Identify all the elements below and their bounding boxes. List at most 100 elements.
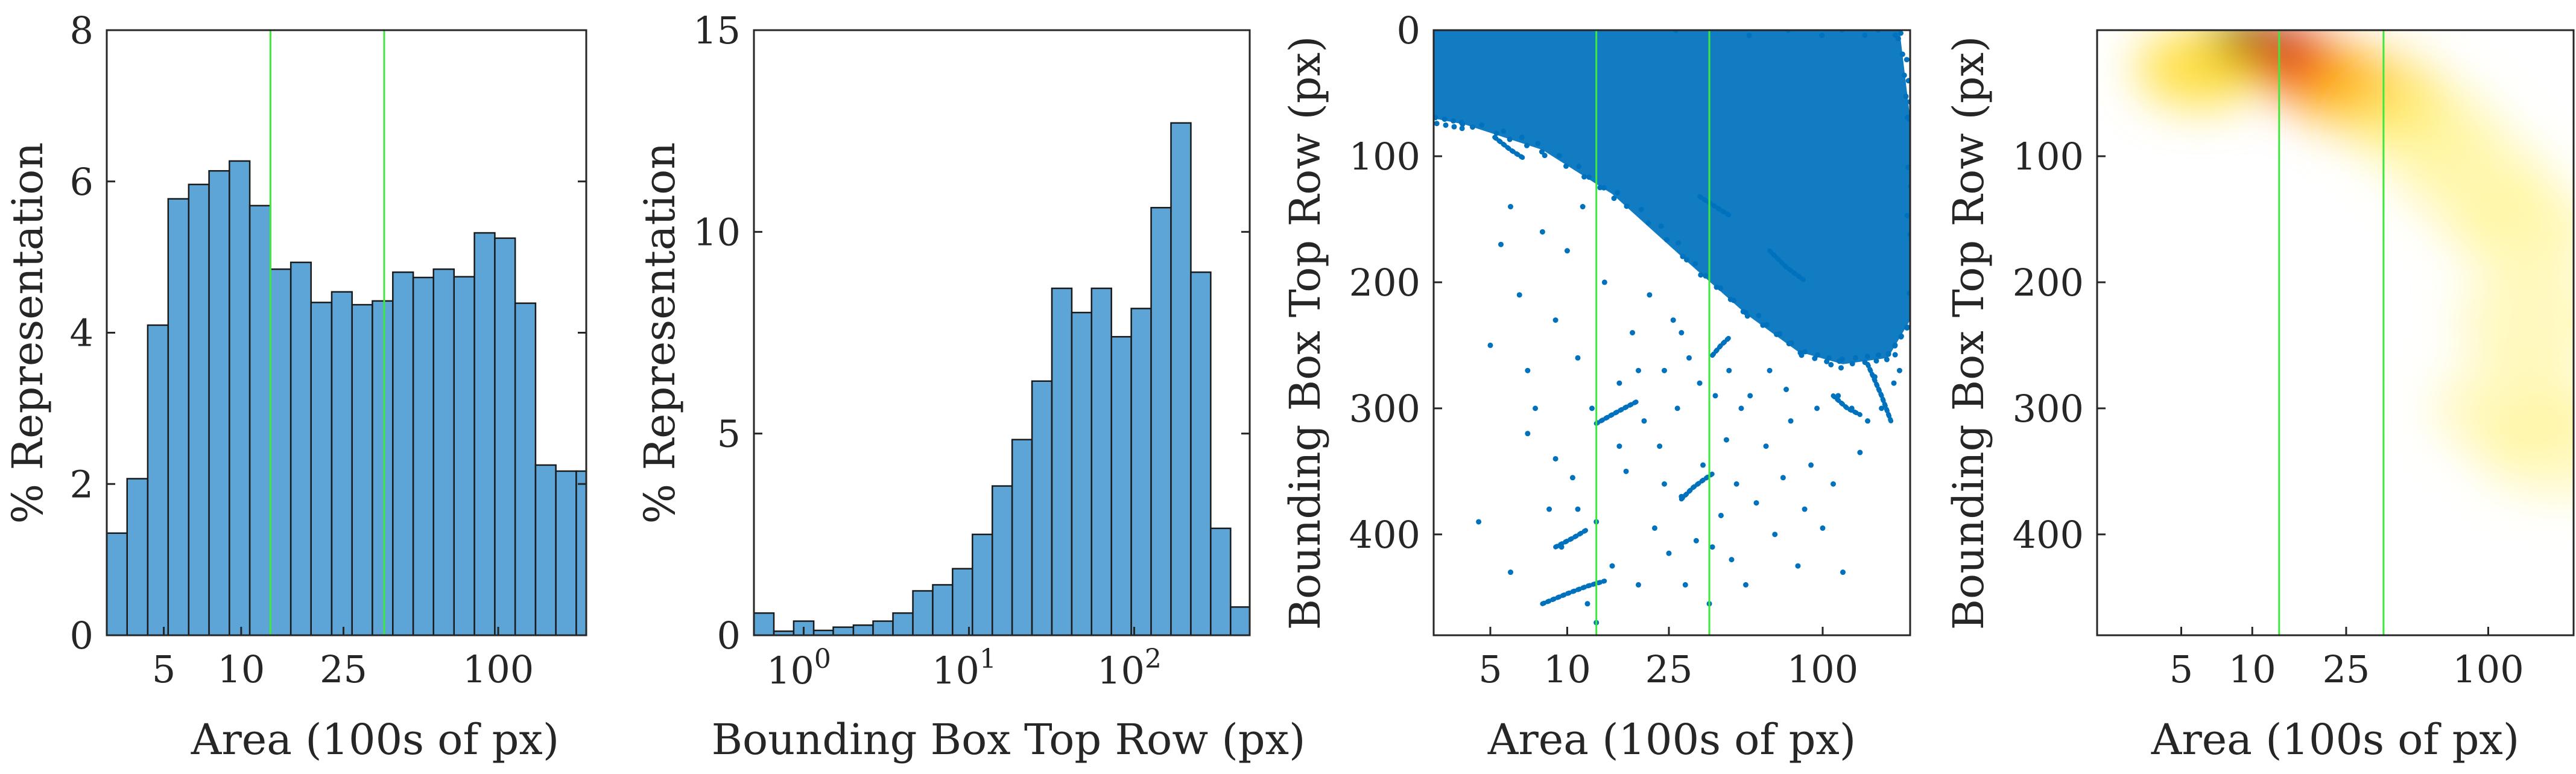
scatter-point	[1552, 317, 1559, 323]
scatter-point	[1901, 72, 1907, 78]
scatter-point	[1563, 163, 1569, 169]
scatter-curve	[1767, 248, 1806, 282]
scatter-point	[1895, 36, 1901, 42]
scatter-point	[1575, 506, 1581, 512]
x-tick-label: 102	[1097, 644, 1162, 693]
x-tick-label: 5	[152, 647, 176, 691]
scatter-point	[1783, 387, 1790, 393]
scatter-point	[1746, 33, 1752, 39]
scatter-curve	[1831, 393, 1862, 417]
scatter-point	[1580, 204, 1586, 210]
histogram-bar	[892, 612, 914, 636]
scatter-curve	[1593, 398, 1641, 426]
scatter-point	[1542, 153, 1548, 159]
scatter-point	[1443, 122, 1449, 128]
histogram-bar	[1090, 287, 1112, 636]
scatter-point	[1865, 418, 1871, 424]
scatter-point	[1575, 355, 1581, 361]
scatter-point	[1795, 563, 1801, 569]
scatter-point	[1692, 261, 1698, 267]
y-tick-label: 100	[2013, 135, 2084, 179]
histogram-bar	[310, 302, 333, 636]
histogram-bar	[188, 183, 210, 636]
scatter-point	[1700, 462, 1706, 468]
density-blob	[2457, 270, 2574, 370]
scatter-point	[1892, 352, 1898, 358]
scatter-point	[1501, 128, 1507, 134]
histogram-bar	[331, 291, 353, 636]
scatter-point	[1661, 367, 1667, 373]
scatter-point	[1641, 418, 1647, 424]
scatter-point	[1657, 443, 1663, 449]
scatter-point	[1586, 174, 1592, 180]
y-tick-label: 200	[2013, 261, 2084, 305]
scatter-point	[1840, 569, 1846, 576]
histogram-bar	[412, 276, 434, 636]
y-tick-label: 0	[70, 614, 93, 658]
scatter-point	[1891, 380, 1897, 386]
scatter-point	[1849, 361, 1855, 367]
y-tick-label: 4	[70, 311, 93, 355]
histogram-bar	[991, 485, 1013, 636]
scatter-point	[1576, 163, 1582, 170]
scatter-point	[1507, 569, 1513, 576]
scatter-point	[1819, 33, 1825, 39]
scatter-point	[1597, 185, 1603, 191]
scatter-point	[1763, 443, 1769, 449]
scatter-point	[1441, 116, 1448, 122]
histogram-bar	[932, 584, 954, 636]
scatter-curve	[1697, 194, 1734, 220]
scatter-point	[1903, 94, 1909, 100]
y-tick-label: 0	[717, 614, 741, 658]
scatter-point	[1638, 206, 1644, 212]
scatter-point	[1434, 115, 1438, 121]
y-tick-label: 300	[2013, 387, 2084, 431]
scatter-point	[1852, 355, 1858, 361]
scatter-point	[1885, 351, 1891, 357]
scatter-point	[1636, 367, 1642, 373]
scatter-point	[1727, 296, 1733, 302]
density-xlabel: Area (100s of px)	[2151, 715, 2519, 764]
scatter-axes	[1432, 29, 1911, 636]
density-ylabel: Bounding Box Top Row (px)	[1944, 36, 1993, 630]
top-row-histogram-xlabel: Bounding Box Top Row (px)	[712, 715, 1306, 764]
density-blob	[2450, 186, 2574, 278]
x-tick-label: 100	[767, 644, 831, 693]
top-row-histogram-panel: 100 101 102 0 5 10 15 Bounding Box Top Row (p…	[635, 8, 1305, 764]
scatter-point	[1838, 365, 1844, 371]
histogram-bar	[1150, 206, 1172, 636]
scatter-point	[1546, 506, 1552, 512]
scatter-point	[1674, 405, 1680, 411]
x-tick-label: 100	[463, 647, 534, 691]
histogram-bar	[1031, 380, 1053, 636]
x-tick-label: 10	[2229, 647, 2276, 691]
histogram-bar	[952, 568, 973, 636]
scatter-panel: 5 10 25 100 0 100 200 300 400 Area (100s of px)…	[1280, 8, 1911, 764]
scatter-point	[1756, 312, 1762, 319]
scatter-point	[1682, 582, 1688, 588]
scatter-curve	[1710, 335, 1732, 358]
histogram-bar	[832, 626, 855, 636]
scatter-point	[1647, 292, 1653, 298]
scatter-point	[1479, 122, 1485, 128]
scatter-point	[1539, 149, 1545, 155]
area-histogram-ylabel: % Representation	[3, 142, 52, 524]
scatter-point	[1459, 125, 1465, 132]
scatter-point	[1824, 358, 1830, 364]
y-tick-label: 200	[1349, 261, 1420, 305]
scatter-point	[1802, 349, 1808, 355]
scatter-curve	[1492, 135, 1527, 162]
y-tick-label: 6	[70, 160, 93, 204]
scatter-point	[1670, 317, 1676, 323]
scatter-point	[1498, 241, 1504, 247]
histogram-bar	[1011, 439, 1033, 636]
scatter-point	[1693, 538, 1699, 544]
y-tick-label: 100	[1349, 135, 1420, 179]
scatter-point	[1820, 525, 1826, 531]
scatter-point	[1539, 229, 1545, 235]
y-tick-label: 2	[70, 462, 93, 506]
top-row-histogram-ylabel: % Representation	[635, 142, 685, 524]
scatter-point	[1905, 78, 1910, 84]
